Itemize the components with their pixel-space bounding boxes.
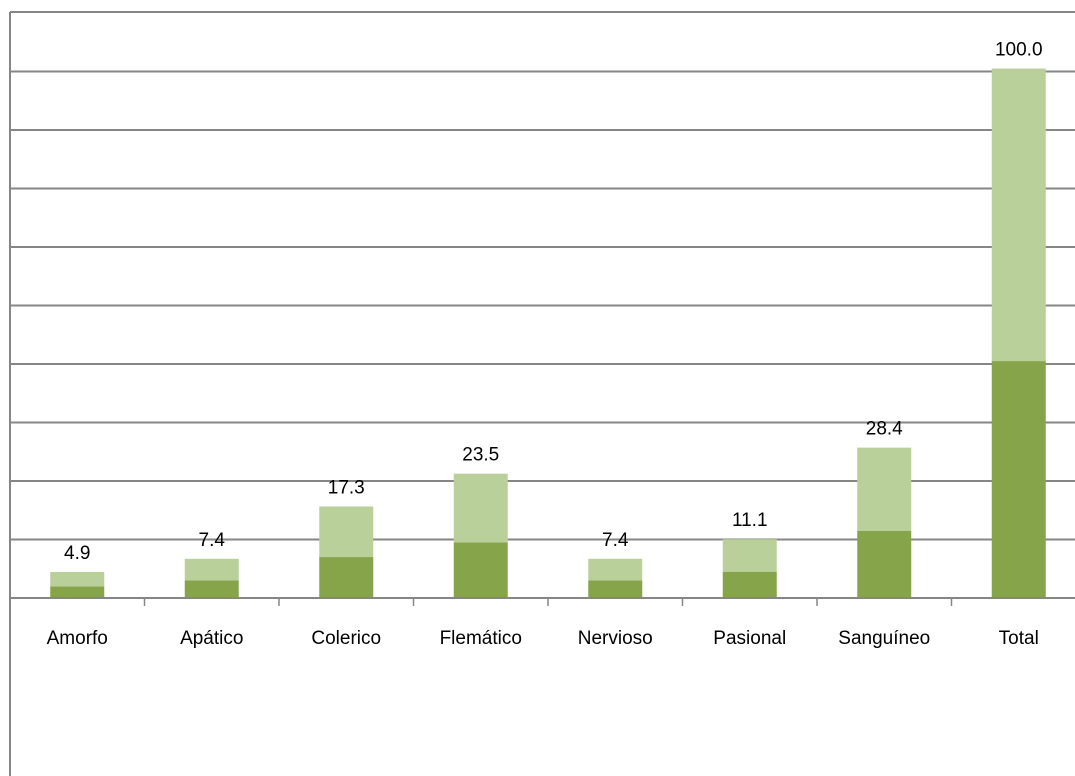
data-label: 7.4: [602, 530, 629, 551]
bar-segment: [184, 558, 239, 581]
bar-segment: [453, 473, 508, 543]
bar-segment: [319, 506, 374, 558]
data-label: 28.4: [866, 419, 903, 440]
bar-segment: [50, 571, 105, 587]
x-tick-label: Sanguíneo: [838, 628, 930, 649]
bar-segment: [991, 361, 1046, 598]
x-tick-label: Amorfo: [47, 628, 108, 649]
bar-segment: [453, 542, 508, 598]
bar-segment: [857, 447, 912, 531]
bar-segment: [722, 571, 777, 598]
data-label: 17.3: [328, 477, 365, 498]
bar-segment: [50, 586, 105, 598]
data-label: 7.4: [199, 530, 226, 551]
data-label: 4.9: [64, 543, 90, 564]
bar-segment: [857, 530, 912, 598]
x-tick-label: Apático: [180, 628, 243, 649]
bar-segment: [588, 558, 643, 581]
x-tick-label: Colerico: [311, 628, 381, 649]
data-label: 100.0: [995, 40, 1043, 61]
bar-segment: [588, 580, 643, 598]
data-label: 11.1: [732, 510, 768, 531]
bar-segment: [184, 580, 239, 598]
x-tick-label: Total: [999, 628, 1039, 649]
bar-segment: [991, 68, 1046, 362]
x-tick-label: Nervioso: [578, 628, 653, 649]
x-tick-label: Pasional: [713, 628, 786, 649]
bar-segment: [319, 557, 374, 598]
x-tick-label: Flemático: [440, 628, 522, 649]
data-label: 23.5: [462, 445, 499, 466]
bar-segment: [722, 539, 777, 572]
